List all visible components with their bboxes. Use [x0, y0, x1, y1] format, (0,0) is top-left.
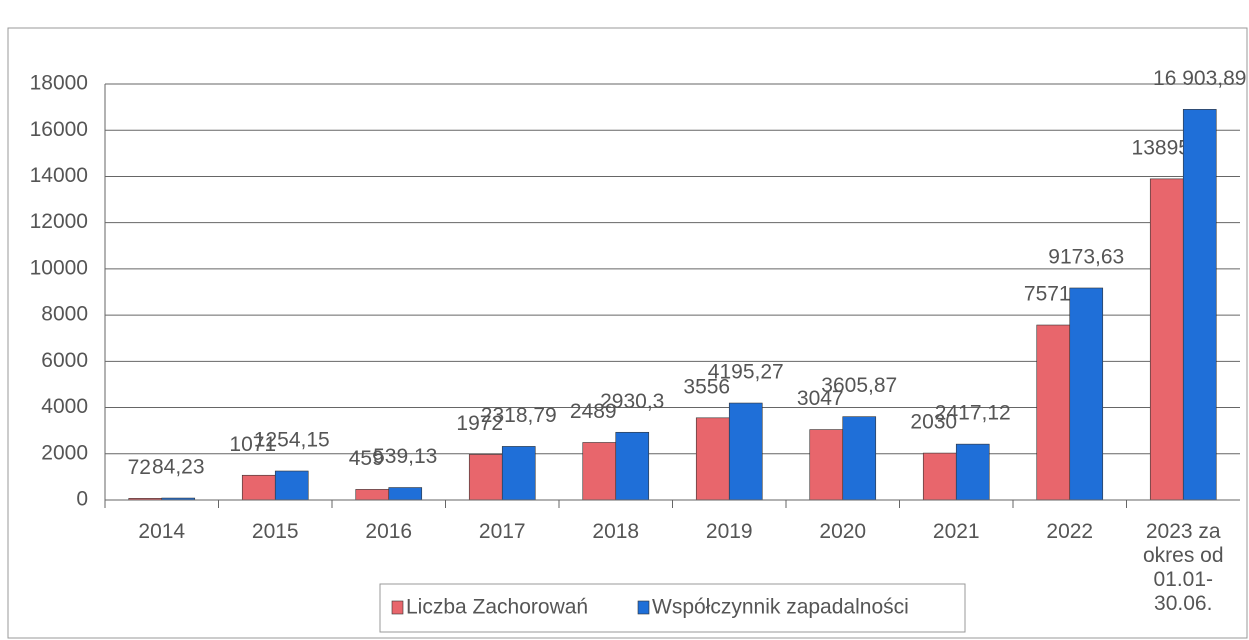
- data-label: 459: [349, 447, 384, 470]
- legend-swatch: [391, 600, 404, 615]
- y-tick-label: 18000: [30, 72, 88, 95]
- bar: [955, 443, 990, 501]
- data-label: 2417,12: [935, 402, 1011, 425]
- bar: [728, 402, 763, 501]
- y-tick-label: 0: [76, 488, 88, 511]
- bar: [582, 442, 617, 501]
- data-label: 13895: [1132, 136, 1190, 159]
- y-tick-label: 14000: [30, 164, 88, 187]
- x-tick-label: 2017: [478, 520, 526, 543]
- data-label: 84,23: [152, 456, 205, 479]
- data-label: 2318,79: [481, 404, 557, 427]
- y-tick-label: 2000: [41, 441, 88, 464]
- y-tick-label: 8000: [41, 303, 88, 326]
- legend-label: Współczynnik zapadalności: [652, 596, 909, 619]
- x-tick-label: 2016: [365, 520, 413, 543]
- bar: [388, 487, 423, 501]
- data-label: 1071: [229, 433, 276, 456]
- data-label: 4195,27: [708, 361, 784, 384]
- x-tick-label: 2022: [1046, 520, 1094, 543]
- x-tick-label: 2023 za okres od 01.01-30.06.: [1142, 520, 1224, 615]
- bar: [695, 417, 730, 501]
- chart-frame: [7, 27, 1248, 639]
- bar: [842, 416, 877, 501]
- y-tick-label: 12000: [30, 210, 88, 233]
- x-tick-label: 2019: [705, 520, 753, 543]
- data-label: 2930,3: [600, 390, 664, 413]
- data-label: 7571: [1024, 283, 1071, 306]
- x-tick-label: 2015: [251, 520, 299, 543]
- bar: [922, 452, 957, 501]
- legend-box: [379, 583, 966, 633]
- data-label: 9173,63: [1048, 246, 1124, 269]
- data-label: 1254,15: [254, 429, 330, 452]
- x-tick-label: 2018: [592, 520, 640, 543]
- y-tick-label: 4000: [41, 395, 88, 418]
- data-label: 3556: [683, 375, 730, 398]
- x-tick-label: 2021: [932, 520, 980, 543]
- data-label: 16 903,89: [1153, 67, 1246, 90]
- bar: [809, 429, 844, 501]
- x-tick-label: 2014: [138, 520, 186, 543]
- data-label: 1972: [456, 412, 503, 435]
- data-label: 72: [128, 456, 151, 479]
- bar: [501, 446, 536, 501]
- data-label: 539,13: [373, 445, 437, 468]
- bar: [1182, 109, 1217, 501]
- bar: [1069, 287, 1104, 501]
- bar: [274, 470, 309, 501]
- bar: [1149, 178, 1184, 501]
- data-label: 3605,87: [821, 374, 897, 397]
- bar: [241, 474, 276, 501]
- data-label: 2030: [910, 411, 957, 434]
- data-label: 2489: [570, 400, 617, 423]
- bar: [615, 431, 650, 501]
- bar: [1036, 324, 1071, 501]
- data-label: 3047: [797, 387, 844, 410]
- y-tick-label: 6000: [41, 349, 88, 372]
- bar: [355, 489, 390, 501]
- y-tick-label: 10000: [30, 256, 88, 279]
- x-tick-label: 2020: [819, 520, 867, 543]
- bar: [468, 454, 503, 501]
- y-tick-label: 16000: [30, 118, 88, 141]
- legend-swatch: [637, 600, 650, 615]
- legend-label: Liczba Zachorowań: [406, 596, 588, 619]
